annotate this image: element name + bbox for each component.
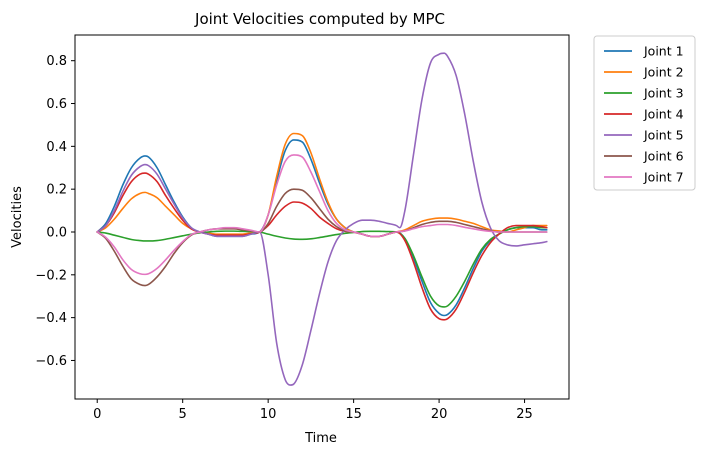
x-tick-label: 5 — [179, 407, 187, 422]
legend-label-joint-7: Joint 7 — [643, 170, 684, 185]
legend-label-joint-2: Joint 2 — [643, 65, 684, 80]
x-tick-label: 25 — [516, 407, 533, 422]
x-tick-label: 0 — [93, 407, 101, 422]
legend-label-joint-1: Joint 1 — [643, 44, 684, 59]
y-tick-label: 0.0 — [46, 225, 67, 240]
x-tick-label: 10 — [260, 407, 277, 422]
x-axis-label: Time — [304, 431, 337, 446]
y-tick-label: 0.4 — [46, 140, 67, 155]
y-axis-label: Velocities — [10, 186, 25, 248]
x-axis: 0 5 10 15 20 25 — [93, 399, 533, 422]
y-axis: −0.6 −0.4 −0.2 0.0 0.2 0.4 0.6 0.8 — [35, 54, 75, 369]
legend-label-joint-6: Joint 6 — [643, 149, 684, 164]
y-tick-label: −0.6 — [35, 354, 67, 369]
chart-title: Joint Velocities computed by MPC — [194, 10, 445, 28]
series-line-joint-5 — [96, 52, 548, 386]
series-layer — [96, 52, 548, 386]
series-line-joint-6 — [96, 188, 548, 287]
x-tick-label: 15 — [345, 407, 362, 422]
legend: Joint 1 Joint 2 Joint 3 Joint 4 Joint 5 Joint… — [593, 35, 696, 191]
y-tick-label: −0.4 — [35, 311, 67, 326]
series-line-joint-7 — [96, 154, 548, 276]
legend-label-joint-5: Joint 5 — [643, 128, 684, 143]
legend-label-joint-4: Joint 4 — [643, 107, 684, 122]
series-line-joint-1 — [96, 139, 548, 317]
legend-box — [593, 35, 696, 191]
y-tick-label: 0.8 — [46, 54, 67, 69]
plot-frame — [74, 34, 570, 400]
series-line-joint-4 — [96, 172, 548, 321]
y-tick-label: 0.2 — [46, 183, 67, 198]
series-line-joint-3 — [96, 225, 548, 308]
x-tick-label: 20 — [431, 407, 448, 422]
legend-label-joint-3: Joint 3 — [643, 86, 684, 101]
series-line-joint-2 — [96, 132, 548, 238]
y-tick-label: −0.2 — [35, 268, 67, 283]
y-tick-label: 0.6 — [46, 97, 67, 112]
